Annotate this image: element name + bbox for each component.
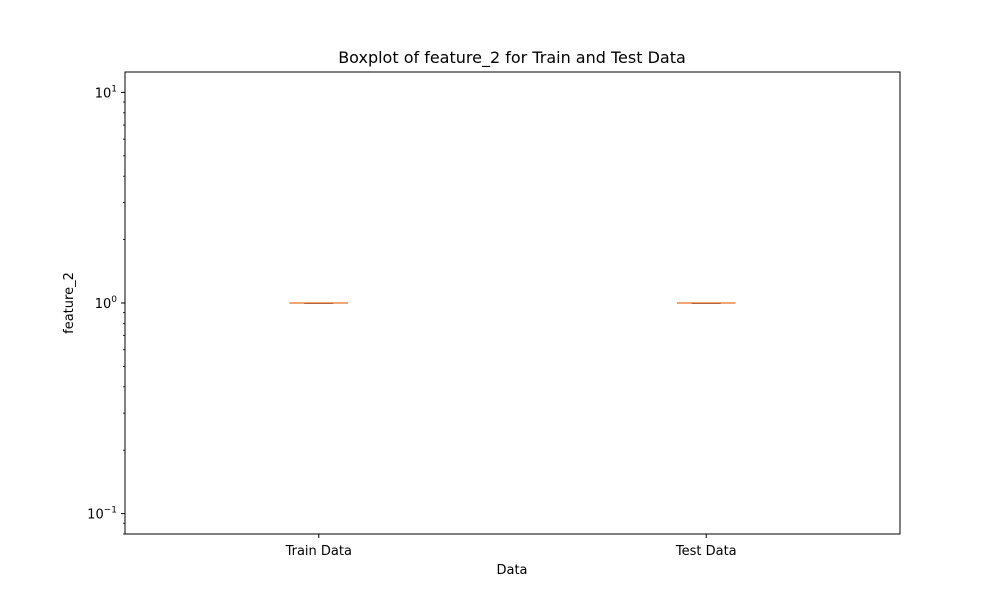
box-group <box>289 302 736 304</box>
plot-area <box>124 71 901 535</box>
y-axis-label: feature_2 <box>62 272 77 334</box>
y-tick-label: 100 <box>95 295 118 312</box>
x-axis-ticks: Train Data Test Data <box>285 534 737 559</box>
y-axis-ticks: 10−1 100 101 <box>87 84 125 535</box>
x-tick-label: Test Data <box>675 544 737 559</box>
y-tick-label: 10−1 <box>87 506 117 523</box>
y-tick-label: 101 <box>95 84 117 101</box>
x-tick-label: Train Data <box>285 544 352 559</box>
chart-title: Boxplot of feature_2 for Train and Test … <box>338 48 686 68</box>
x-axis-label: Data <box>496 563 527 578</box>
